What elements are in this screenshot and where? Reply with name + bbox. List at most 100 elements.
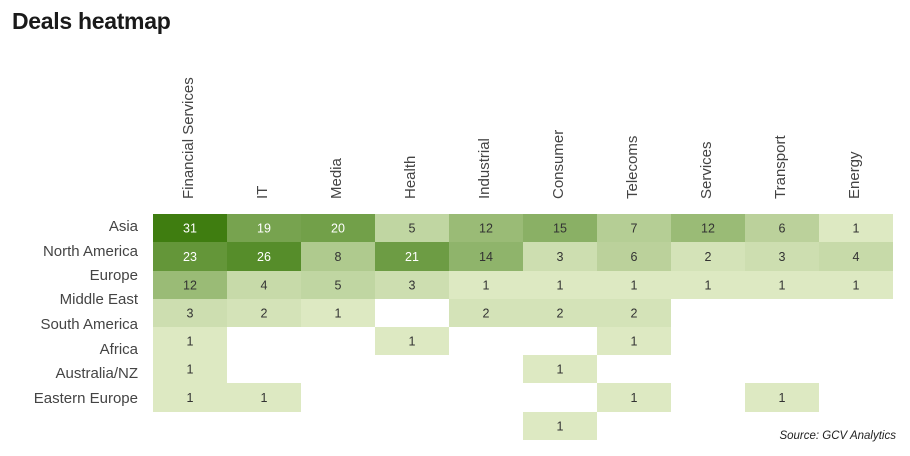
cell-value-label: 1 <box>853 278 860 292</box>
heatmap-cells <box>153 214 893 440</box>
heatmap-cell <box>153 327 227 355</box>
column-label: Financial Services <box>180 77 197 199</box>
heatmap-cell <box>597 299 671 327</box>
row-label: Australia/NZ <box>55 365 138 382</box>
cell-value-label: 3 <box>187 306 194 320</box>
heatmap-cell <box>375 242 449 271</box>
row-label: Eastern Europe <box>34 390 138 407</box>
cell-value-label: 2 <box>557 306 564 320</box>
heatmap-cell <box>523 214 597 242</box>
cell-value-label: 2 <box>483 306 490 320</box>
cell-value-label: 6 <box>631 250 638 264</box>
cell-value-label: 1 <box>409 334 416 348</box>
cell-value-label: 1 <box>187 334 194 348</box>
cell-value-label: 1 <box>631 391 638 405</box>
column-label: Energy <box>846 151 863 199</box>
cell-value-label: 14 <box>479 250 493 264</box>
heatmap-cell <box>523 271 597 299</box>
column-label: IT <box>254 186 271 199</box>
cell-value-label: 21 <box>405 250 419 264</box>
row-label: Asia <box>109 218 139 235</box>
cell-value-label: 1 <box>187 362 194 376</box>
heatmap-cell <box>301 242 375 271</box>
cell-value-label: 4 <box>261 278 268 292</box>
heatmap-cell <box>227 299 301 327</box>
heatmap-cell <box>597 214 671 242</box>
heatmap-cell <box>523 299 597 327</box>
heatmap-cell <box>523 412 597 440</box>
cell-value-label: 1 <box>631 334 638 348</box>
row-label: North America <box>43 243 139 260</box>
heatmap-cell <box>597 383 671 412</box>
column-label: Telecoms <box>624 136 641 199</box>
cell-value-label: 1 <box>335 306 342 320</box>
cell-value-label: 3 <box>409 278 416 292</box>
heatmap-cell <box>449 299 523 327</box>
cell-value-label: 1 <box>187 391 194 405</box>
heatmap-cell <box>745 242 819 271</box>
cell-value-label: 4 <box>853 250 860 264</box>
cell-value-label: 1 <box>779 391 786 405</box>
heatmap-cell <box>227 271 301 299</box>
column-label: Health <box>402 156 419 199</box>
heatmap-cell <box>301 214 375 242</box>
row-labels: Asia North America Europe Middle East South … <box>34 218 139 407</box>
cell-value-label: 1 <box>557 278 564 292</box>
heatmap-cell <box>523 355 597 383</box>
heatmap-cell <box>301 299 375 327</box>
cell-value-label: 7 <box>631 221 638 235</box>
cell-value-label: 2 <box>705 250 712 264</box>
column-label: Consumer <box>550 130 567 199</box>
heatmap-cell <box>449 214 523 242</box>
heatmap-cell <box>745 271 819 299</box>
cell-value-label: 20 <box>331 221 345 235</box>
cell-value-label: 1 <box>631 278 638 292</box>
heatmap-cell <box>819 214 893 242</box>
cell-value-label: 31 <box>183 221 197 235</box>
cell-value-label: 19 <box>257 221 271 235</box>
cell-value-label: 6 <box>779 221 786 235</box>
cell-value-label: 1 <box>779 278 786 292</box>
column-label: Transport <box>772 135 789 199</box>
cell-value-label: 3 <box>779 250 786 264</box>
heatmap-cell <box>375 214 449 242</box>
heatmap-cell <box>819 271 893 299</box>
cell-value-label: 15 <box>553 221 567 235</box>
cell-value-label: 1 <box>853 221 860 235</box>
row-label: South America <box>40 316 138 333</box>
cell-value-label: 12 <box>701 221 715 235</box>
cell-value-label: 2 <box>631 306 638 320</box>
column-label: Industrial <box>476 138 493 199</box>
cell-value-label: 1 <box>705 278 712 292</box>
cell-value-label: 1 <box>557 419 564 433</box>
row-label: Middle East <box>60 291 139 308</box>
cell-value-label: 8 <box>335 250 342 264</box>
source-note: Source: GCV Analytics <box>779 430 896 442</box>
heatmap-cell <box>153 383 227 412</box>
heatmap-cell-values: 31 19 20 5 12 15 7 12 6 123 26 8 21 14 3 6 2 3 412 4 5 3 1 1 1 1 1… <box>183 221 859 433</box>
cell-value-label: 5 <box>409 221 416 235</box>
column-label: Services <box>698 141 715 199</box>
heatmap-cell <box>153 355 227 383</box>
heatmap-cell <box>745 214 819 242</box>
heatmap-cell <box>745 383 819 412</box>
heatmap-cell <box>227 214 301 242</box>
heatmap-cell <box>153 214 227 242</box>
cell-value-label: 1 <box>483 278 490 292</box>
heatmap-cell <box>153 242 227 271</box>
cell-value-label: 5 <box>335 278 342 292</box>
cell-value-label: 1 <box>261 391 268 405</box>
heatmap-cell <box>597 242 671 271</box>
heatmap-cell <box>671 214 745 242</box>
column-label: Media <box>328 157 345 199</box>
heatmap-cell <box>153 299 227 327</box>
heatmap-cell <box>597 271 671 299</box>
heatmap-cell <box>597 327 671 355</box>
heatmap-cell <box>375 327 449 355</box>
cell-value-label: 12 <box>479 221 493 235</box>
heatmap-cell <box>449 242 523 271</box>
cell-value-label: 12 <box>183 278 197 292</box>
row-label: Europe <box>90 267 138 284</box>
cell-value-label: 1 <box>557 362 564 376</box>
